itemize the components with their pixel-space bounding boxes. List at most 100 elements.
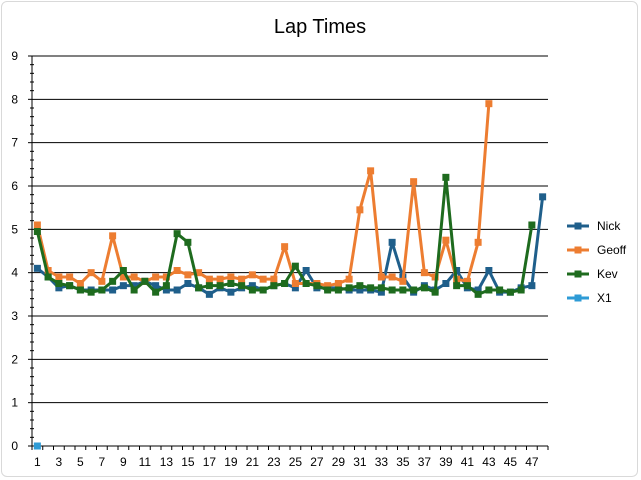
data-point — [324, 282, 332, 290]
data-point — [270, 275, 278, 283]
data-point — [216, 282, 224, 290]
data-point — [205, 290, 213, 298]
legend-swatch-marker — [574, 270, 582, 278]
data-point — [227, 288, 235, 296]
data-point — [130, 273, 138, 281]
data-point — [162, 286, 170, 294]
data-point — [367, 167, 375, 175]
data-point — [141, 277, 149, 285]
data-point — [399, 286, 407, 294]
x-tick-label: 13 — [160, 455, 174, 469]
x-tick-label: 1 — [34, 455, 41, 469]
data-point — [442, 236, 450, 244]
data-point — [173, 267, 181, 274]
y-tick-label: 7 — [11, 136, 18, 150]
data-point — [291, 280, 299, 287]
data-point — [66, 273, 74, 281]
x-tick-label: 21 — [246, 455, 260, 469]
y-tick-label: 4 — [11, 266, 18, 280]
data-point — [496, 286, 504, 294]
data-point — [119, 273, 127, 281]
y-tick-label: 1 — [11, 396, 18, 410]
data-point — [334, 286, 342, 294]
data-point — [474, 286, 482, 294]
legend-swatch-marker — [574, 294, 582, 302]
data-point — [388, 238, 396, 246]
data-point — [119, 282, 127, 290]
data-point — [420, 284, 428, 292]
data-point — [485, 286, 493, 294]
x-tick-label: 23 — [267, 455, 281, 469]
data-point — [334, 280, 342, 287]
data-point — [152, 288, 160, 296]
legend-swatch-marker — [574, 246, 582, 254]
legend-label: Nick — [597, 219, 621, 233]
data-point — [474, 238, 482, 246]
y-tick-label: 0 — [11, 439, 18, 453]
data-point — [388, 273, 396, 281]
legend-label: Geoff — [597, 243, 627, 257]
x-tick-label: 5 — [77, 455, 84, 469]
gridlines — [32, 55, 548, 404]
x-tick-label: 7 — [99, 455, 106, 469]
data-point — [130, 286, 138, 294]
data-point — [184, 271, 192, 279]
data-point — [33, 228, 41, 235]
data-point — [119, 267, 127, 274]
data-point — [55, 273, 63, 281]
series-x1 — [33, 442, 41, 450]
data-point — [367, 284, 375, 292]
x-tick-label: 9 — [120, 455, 127, 469]
data-point — [44, 273, 52, 281]
data-point — [517, 286, 525, 294]
data-point — [377, 273, 385, 281]
x-tick-label: 41 — [461, 455, 475, 469]
data-point — [259, 275, 267, 283]
data-point — [281, 280, 289, 287]
data-point — [463, 277, 471, 285]
data-point — [195, 269, 203, 277]
legend-label: X1 — [597, 291, 612, 305]
series-layer — [33, 100, 547, 450]
data-point — [463, 282, 471, 290]
chart-title: Lap Times — [274, 16, 366, 38]
data-point — [205, 282, 213, 290]
series-geoff — [33, 100, 493, 290]
y-tick-label: 3 — [11, 309, 18, 323]
data-point — [324, 286, 332, 294]
data-point — [162, 282, 170, 290]
data-point — [431, 288, 439, 296]
x-tick-label: 31 — [353, 455, 367, 469]
data-point — [302, 267, 310, 274]
data-point — [302, 280, 310, 287]
series-kev — [33, 173, 536, 298]
data-point — [453, 282, 461, 290]
x-tick-label: 39 — [439, 455, 453, 469]
x-tick-label: 17 — [203, 455, 217, 469]
data-point — [216, 275, 224, 283]
data-point — [485, 100, 493, 108]
data-point — [377, 288, 385, 296]
data-point — [270, 282, 278, 290]
data-point — [152, 273, 160, 281]
data-point — [184, 280, 192, 287]
y-tick-label: 2 — [11, 352, 18, 366]
data-point — [152, 282, 160, 290]
data-point — [162, 273, 170, 281]
x-axis: 1 3 5 7 9 11 13 15 17 19 21 23 25 27 29 31 33 35 37 39 41 43 4… — [31, 445, 549, 469]
x-tick-label: 43 — [482, 455, 496, 469]
x-tick-label: 45 — [504, 455, 518, 469]
data-point — [87, 269, 95, 277]
data-point — [87, 288, 95, 296]
data-point — [291, 284, 299, 292]
x-tick-label: 29 — [332, 455, 346, 469]
y-axis: 0 1 2 3 4 5 6 7 8 9 — [11, 49, 34, 453]
data-point — [227, 280, 235, 287]
x-tick-label: 15 — [181, 455, 195, 469]
data-point — [528, 282, 536, 290]
data-point — [410, 286, 418, 294]
data-point — [98, 286, 106, 294]
y-tick-label: 6 — [11, 179, 18, 193]
